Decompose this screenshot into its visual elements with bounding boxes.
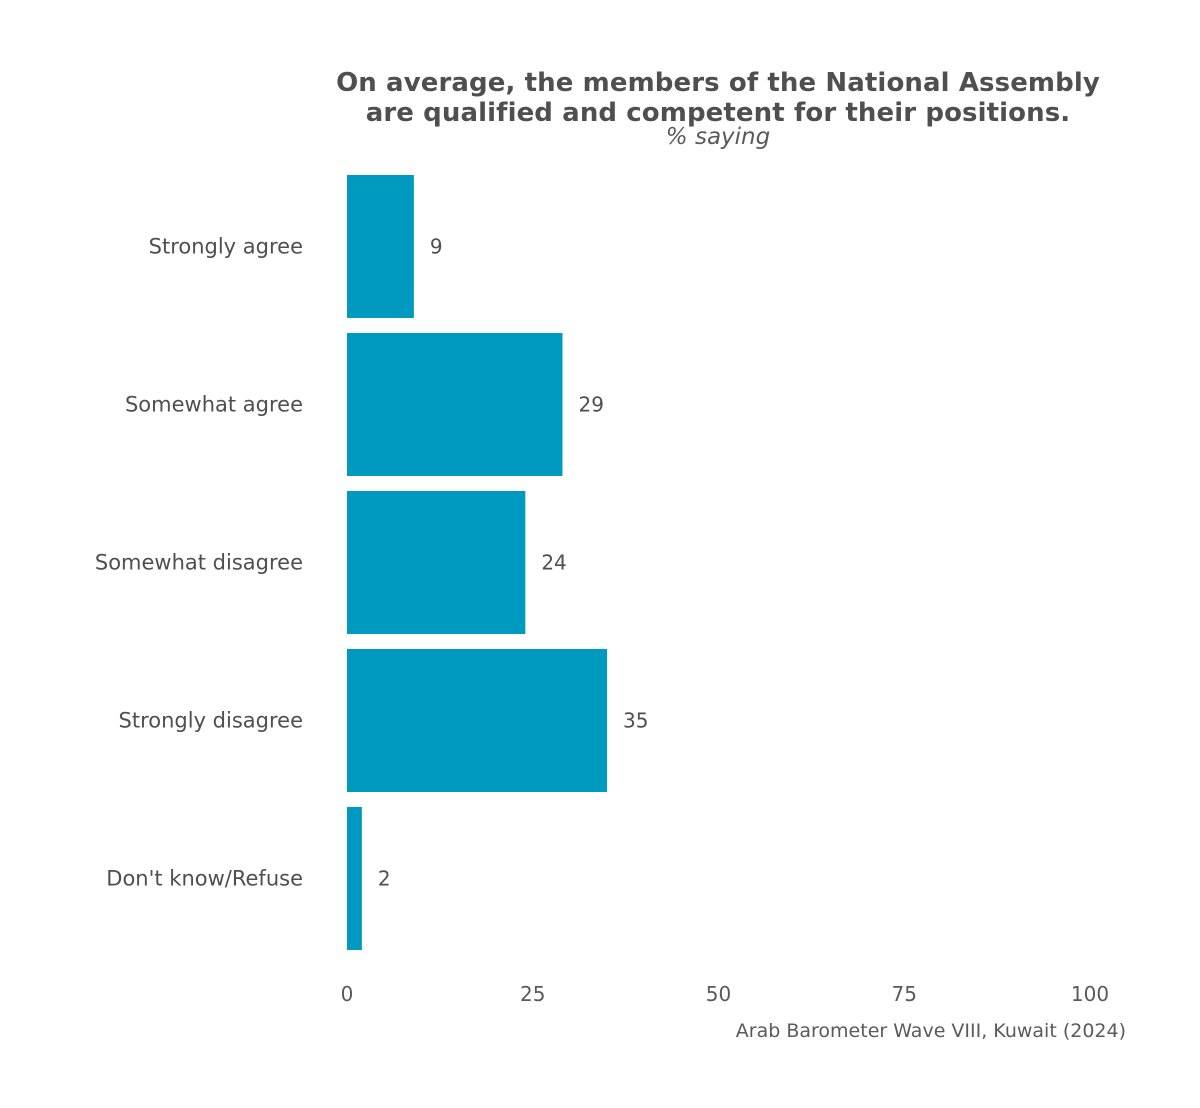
x-tick-label-25: 25	[520, 982, 545, 1006]
data-label-strongly-agree: 9	[430, 235, 443, 259]
data-label-somewhat-agree: 29	[578, 393, 603, 417]
x-tick-label-75: 75	[892, 982, 917, 1006]
category-label-strongly-disagree: Strongly disagree	[119, 709, 303, 733]
category-label-strongly-agree: Strongly agree	[149, 235, 303, 259]
x-tick-label-0: 0	[341, 982, 354, 1006]
x-tick-label-50: 50	[706, 982, 731, 1006]
category-label-somewhat-agree: Somewhat agree	[125, 393, 303, 417]
bar-don-t-know-refuse	[347, 807, 362, 950]
category-label-don-t-know-refuse: Don't know/Refuse	[106, 867, 303, 891]
data-label-don-t-know-refuse: 2	[378, 867, 391, 891]
bar-strongly-agree	[347, 175, 414, 318]
bar-somewhat-disagree	[347, 491, 526, 634]
source-caption: Arab Barometer Wave VIII, Kuwait (2024)	[735, 1020, 1126, 1042]
data-label-strongly-disagree: 35	[623, 709, 648, 733]
x-tick-label-100: 100	[1071, 982, 1109, 1006]
bar-somewhat-agree	[347, 333, 563, 476]
bar-strongly-disagree	[347, 649, 608, 792]
chart-title-line-2: are qualified and competent for their po…	[365, 98, 1071, 128]
category-label-somewhat-disagree: Somewhat disagree	[95, 551, 303, 575]
chart-title-line-1: On average, the members of the National …	[336, 68, 1100, 98]
chart-subtitle: % saying	[665, 124, 771, 150]
data-label-somewhat-disagree: 24	[541, 551, 566, 575]
